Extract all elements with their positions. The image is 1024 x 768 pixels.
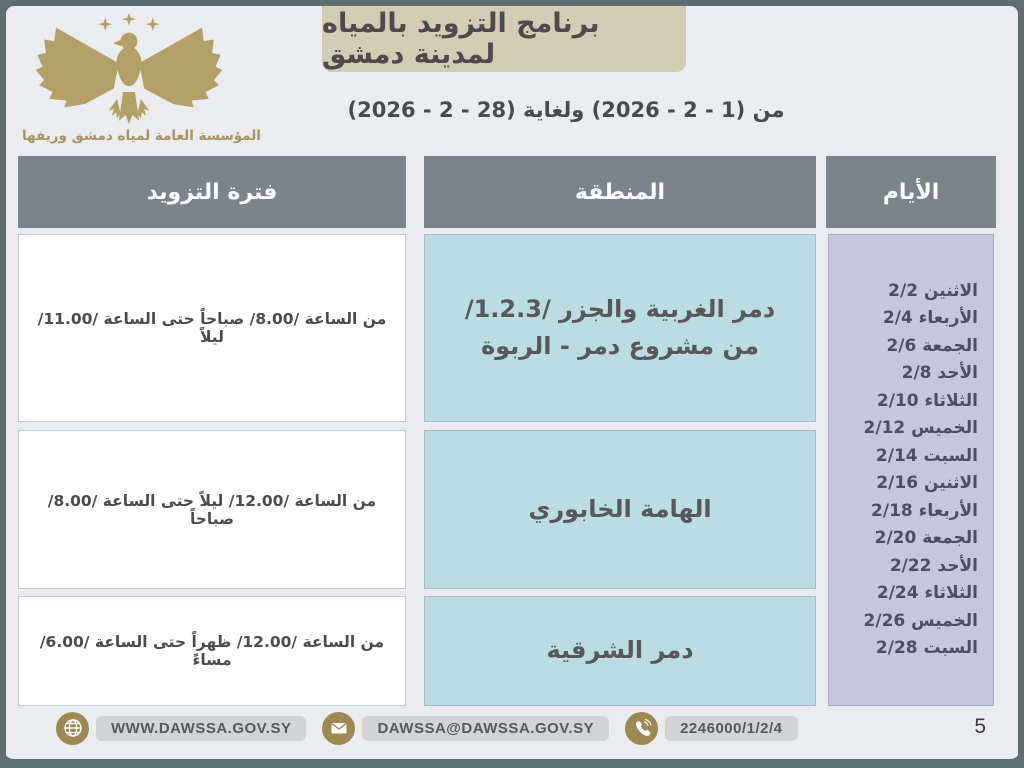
email-group: DAWSSA@DAWSSA.GOV.SY: [322, 711, 610, 745]
phone-number: 2246000/1/2/4: [665, 715, 798, 741]
day-item: السبت 2/28: [875, 638, 978, 658]
region-cell: الهامة الخابوري: [424, 430, 816, 589]
day-item: الجمعة 2/6: [886, 335, 978, 356]
region-cell: دمر الغربية والجزر /1.2.3/ من مشروع دمر …: [424, 234, 816, 422]
phone-group: 2246000/1/2/4: [625, 711, 798, 745]
day-item: الأحد 2/22: [889, 555, 978, 576]
column-header-period: فترة التزويد: [18, 156, 406, 228]
email-icon: [322, 711, 356, 745]
footer: WWW.DAWSSA.GOV.SY DAWSSA@DAWSSA.GOV.SY 2…: [56, 710, 814, 746]
website-group: WWW.DAWSSA.GOV.SY: [56, 711, 307, 745]
eagle-logo-icon: [35, 14, 223, 125]
globe-icon: [56, 711, 89, 745]
day-item: الخميس 2/12: [863, 418, 978, 438]
period-cell: من الساعة /12.00/ ليلاً حتى الساعة /8.00…: [18, 430, 406, 589]
day-item: الأربعاء 2/18: [871, 500, 978, 521]
days-list: الاثنين 2/2 الأربعاء 2/4 الجمعة 2/6 الأح…: [828, 234, 994, 706]
email-link[interactable]: DAWSSA@DAWSSA.GOV.SY: [362, 715, 610, 741]
day-item: السبت 2/14: [875, 445, 978, 466]
org-name: المؤسسة العامة لمياه دمشق وريفها: [22, 128, 261, 144]
column-header-region: المنطقة: [424, 156, 816, 228]
day-item: الثلاثاء 2/10: [876, 390, 978, 411]
day-item: الثلاثاء 2/24: [876, 583, 978, 603]
day-item: الاثنين 2/16: [876, 473, 978, 493]
website-link[interactable]: WWW.DAWSSA.GOV.SY: [96, 715, 307, 741]
day-item: الجمعة 2/20: [874, 528, 978, 548]
day-item: الأحد 2/8: [901, 363, 978, 383]
period-cell: من الساعة /12.00/ ظهراً حتى الساعة /6.00…: [18, 596, 406, 706]
page-title: برنامج التزويد بالمياه لمدينة دمشق: [322, 6, 686, 72]
period-cell: من الساعة /8.00/ صباحاً حتى الساعة /11.0…: [18, 234, 406, 422]
phone-icon: [625, 711, 659, 745]
column-header-days: الأيام: [826, 156, 996, 228]
page-number: 5: [974, 715, 986, 738]
date-range: من (1 - 2 - 2026) ولغاية (28 - 2 - 2026): [347, 98, 785, 122]
page-title-text: برنامج التزويد بالمياه لمدينة دمشق: [322, 8, 600, 70]
org-logo: المؤسسة العامة لمياه دمشق وريفها: [22, 14, 261, 144]
day-item: الاثنين 2/2: [888, 280, 978, 301]
day-item: الخميس 2/26: [863, 610, 978, 631]
region-cell: دمر الشرقية: [424, 596, 816, 706]
day-item: الأربعاء 2/4: [882, 308, 978, 328]
